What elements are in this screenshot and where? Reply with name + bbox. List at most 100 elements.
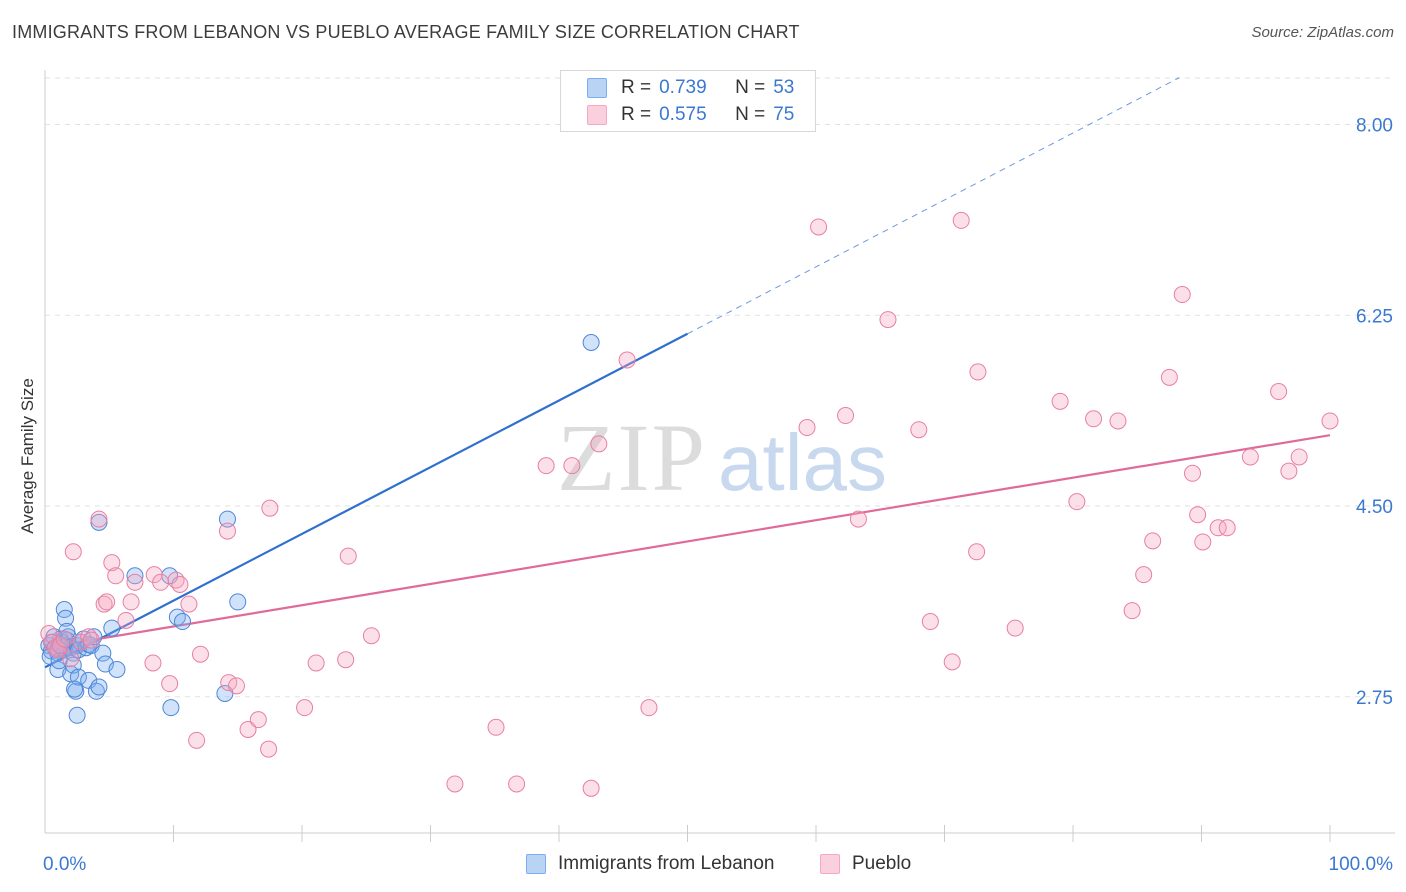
lebanon-point (49, 661, 67, 678)
bottom-legend-swatch-blue (526, 854, 546, 874)
pueblo-point (952, 211, 970, 229)
pueblo-point (1085, 410, 1103, 428)
pueblo-point (337, 651, 355, 669)
pueblo-point (1006, 619, 1024, 637)
pueblo-point (249, 711, 267, 729)
pueblo-point (487, 718, 505, 736)
x-tick-label-max: 100.0% (1329, 854, 1394, 875)
lebanon-point (108, 661, 126, 678)
pueblo-point (218, 522, 236, 540)
grid-lines (45, 77, 1395, 698)
pueblo-point (296, 699, 314, 717)
legend-n-label: N = (735, 77, 766, 98)
lebanon-point (94, 644, 112, 662)
watermark-atlas: atlas (718, 418, 887, 507)
correlation-legend: R = 0.739 N = 53 R = 0.575 N = 75 (560, 70, 816, 132)
pueblo-point (261, 499, 279, 517)
pueblo-point (582, 779, 600, 797)
lebanon-point (582, 334, 600, 351)
y-tick-label: 6.25 (1356, 306, 1393, 327)
legend-r-value: 0.739 (659, 77, 707, 98)
pueblo-point (171, 575, 189, 593)
pueblo-point (1194, 533, 1212, 551)
pueblo-point (1109, 412, 1127, 430)
pueblo-point (968, 543, 986, 561)
pueblo-point (969, 363, 987, 381)
pueblo-point (1321, 412, 1339, 430)
lebanon-point (68, 706, 86, 724)
pueblo-point (1280, 462, 1298, 480)
pueblo-point (1209, 519, 1227, 537)
pueblo-point (1144, 532, 1162, 550)
pueblo-point (618, 351, 636, 369)
legend-row-pueblo: R = 0.575 N = 75 (587, 102, 794, 128)
pueblo-point (910, 421, 928, 439)
pueblo-point (1184, 464, 1202, 482)
legend-r-value: 0.575 (659, 104, 707, 125)
pueblo-point (1160, 368, 1178, 386)
pueblo-point (837, 407, 855, 425)
pueblo-point (590, 435, 608, 453)
pueblo-point (90, 510, 108, 528)
pueblo-point (1051, 392, 1069, 410)
pueblo-point (103, 554, 121, 572)
pueblo-point (95, 595, 113, 613)
pueblo-point (62, 650, 80, 668)
pueblo-point (810, 218, 828, 236)
bottom-legend-label: Immigrants from Lebanon (558, 853, 775, 874)
source-credit: Source: ZipAtlas.com (1251, 24, 1394, 41)
lebanon-point (85, 628, 103, 646)
lebanon-point (229, 593, 247, 611)
pueblo-point (1135, 566, 1153, 584)
pueblo-point (188, 731, 206, 749)
pueblo-point (122, 593, 140, 611)
legend-r-label: R = (621, 77, 652, 98)
pueblo-point (107, 567, 125, 585)
pueblo-point (640, 699, 658, 717)
pueblo-point (943, 653, 961, 671)
watermark: ZIP atlas (557, 404, 887, 511)
lebanon-point (57, 609, 75, 627)
pueblo-point (152, 573, 170, 591)
lebanon-point (162, 699, 180, 717)
pueblo-point (339, 547, 357, 565)
axes (44, 70, 1395, 842)
pueblo-point (161, 675, 179, 693)
lebanon-point (66, 680, 84, 698)
pueblo-trend-line (44, 434, 1331, 649)
pueblo-point (798, 419, 816, 437)
legend-n-value: 53 (773, 77, 795, 98)
pueblo-point (117, 611, 135, 629)
bottom-legend-swatch-pink (820, 854, 840, 874)
pueblo-point (82, 631, 100, 649)
bottom-legend-pueblo: Pueblo (820, 850, 911, 878)
lebanon-point (126, 567, 144, 585)
pueblo-point (362, 627, 380, 645)
pueblo-point (1218, 519, 1236, 537)
pueblo-point (144, 654, 162, 672)
pueblo-point (1290, 448, 1308, 466)
pueblo-point (849, 510, 867, 528)
y-tick-label: 4.50 (1356, 497, 1393, 518)
pueblo-point (64, 543, 82, 561)
lebanon-point (173, 613, 191, 631)
y-axis-label: Average Family Size (18, 378, 37, 534)
pueblo-point (307, 654, 325, 672)
data-points (40, 211, 1339, 797)
y-tick-label: 8.00 (1356, 116, 1393, 137)
pueblo-point (1123, 602, 1141, 620)
legend-n-value: 75 (773, 104, 795, 125)
pueblo-point (80, 628, 98, 646)
chart-title: IMMIGRANTS FROM LEBANON VS PUEBLO AVERAG… (12, 22, 800, 42)
pueblo-point (1189, 506, 1207, 524)
pueblo-point (537, 457, 555, 475)
x-tick-label-min: 0.0% (43, 854, 86, 875)
pueblo-point (239, 720, 257, 738)
bottom-legend-label: Pueblo (852, 853, 912, 874)
watermark-zip: ZIP (557, 404, 707, 511)
axis-labels: 2.75 4.50 6.25 8.00 0.0% 100.0% (43, 116, 1393, 876)
pueblo-point (227, 677, 245, 695)
legend-swatch-blue (587, 78, 607, 98)
y-tick-label: 2.75 (1356, 688, 1393, 709)
